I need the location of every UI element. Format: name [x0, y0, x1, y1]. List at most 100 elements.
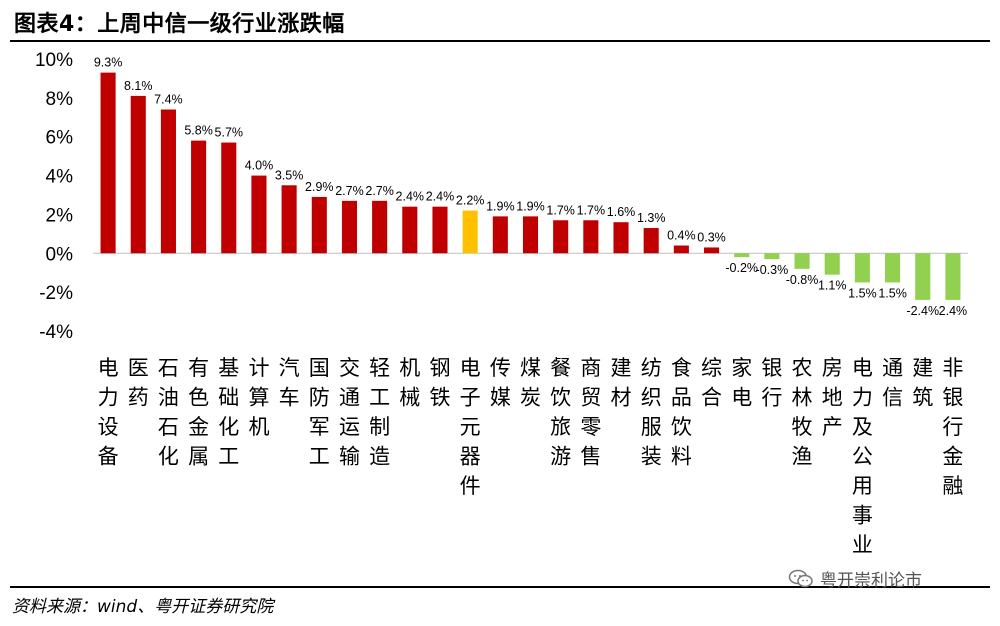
bar: [885, 253, 901, 283]
data-label: 2.4%: [939, 304, 968, 318]
data-label: 5.8%: [184, 124, 213, 138]
data-label: 0.4%: [667, 229, 696, 243]
x-tick-label: 建材: [611, 356, 632, 410]
bar: [191, 140, 207, 254]
bar: [613, 222, 629, 254]
x-tick-label: 商贸零售: [580, 356, 601, 469]
x-tick-label: 煤炭: [520, 356, 541, 410]
data-label: 9.3%: [94, 56, 123, 70]
bar: [734, 253, 750, 258]
bar: [824, 253, 840, 275]
x-tick-label: 农林牧渔: [792, 356, 813, 469]
wechat-icon: [788, 569, 813, 587]
x-tick-label: 交通运输: [339, 356, 360, 469]
x-tick-label: 家电: [731, 356, 752, 410]
x-tick-label: 国防军工: [309, 356, 330, 469]
bar: [402, 206, 418, 254]
x-tick-label: 房地产: [822, 356, 843, 439]
data-label: -2.4%: [906, 304, 939, 318]
data-label: 5.7%: [215, 126, 244, 140]
bar: [311, 196, 327, 254]
data-label: 2.7%: [335, 184, 364, 198]
x-tick-label: 机械: [399, 356, 420, 410]
page-title: 图表4：上周中信一级行业涨跌幅: [14, 12, 345, 37]
data-label: 0.3%: [697, 230, 726, 244]
data-label: 1.5%: [848, 286, 877, 300]
y-tick-label: 8%: [46, 89, 74, 110]
data-label: 1.9%: [486, 199, 515, 213]
x-tick-label: 轻工制造: [369, 356, 390, 469]
data-label: 4.0%: [245, 159, 274, 173]
data-label: -0.8%: [786, 273, 819, 287]
data-label: 2.4%: [426, 190, 455, 204]
bar: [522, 216, 539, 254]
y-tick-label: 4%: [46, 167, 74, 188]
x-tick-label: 传媒: [490, 356, 511, 410]
data-label: 2.7%: [365, 184, 394, 198]
x-tick-label: 基础化工: [218, 356, 239, 469]
data-label: 3.5%: [275, 168, 304, 182]
bar: [764, 253, 780, 260]
data-label: 1.9%: [516, 199, 545, 213]
bar: [251, 175, 267, 254]
watermark-text: 粤开崇利论市: [820, 571, 922, 591]
y-tick-label: -2%: [39, 283, 73, 304]
y-tick-label: -4%: [39, 322, 73, 343]
bar: [794, 253, 810, 269]
bar: [945, 253, 961, 300]
x-tick-label: 纺织服装: [641, 356, 662, 469]
x-tick-label: 计算机: [248, 356, 269, 439]
data-label: 7.4%: [154, 93, 183, 107]
data-label: 1.6%: [607, 205, 636, 219]
bar: [100, 72, 116, 254]
bar: [703, 247, 720, 254]
x-tick-label: 银行: [761, 356, 782, 410]
data-label: -0.2%: [725, 261, 758, 275]
bars-group: [100, 72, 961, 300]
data-label: 1.5%: [878, 286, 907, 300]
x-tick-label: 电力设备: [98, 356, 119, 469]
x-tick-label: 电力及公用事业: [852, 356, 873, 557]
x-tick-label: 建筑: [912, 356, 933, 410]
data-label: 1.7%: [577, 203, 606, 217]
x-tick-label: 钢铁: [429, 356, 450, 410]
x-tick-label: 综合: [701, 356, 722, 410]
x-tick-label: 汽车: [279, 356, 300, 410]
y-axis: -4% -2% 0% 2% 4% 6% 8% 10%: [35, 50, 968, 343]
bar: [372, 200, 388, 254]
footer-divider: [10, 586, 990, 588]
watermark: 粤开崇利论市: [788, 566, 922, 591]
bar: [583, 220, 599, 254]
y-tick-label: 6%: [46, 128, 74, 149]
bar: [160, 109, 176, 254]
bar: [462, 210, 478, 254]
x-tick-label: 非银行金融: [942, 356, 963, 498]
title-divider: [10, 40, 990, 42]
bar: [643, 228, 659, 254]
bar-chart: -4% -2% 0% 2% 4% 6% 8% 10% 9.3%8.1%7.4% 5.8% 5.7%…: [35, 50, 968, 557]
x-tick-label: 电子元器件: [460, 356, 481, 498]
data-label: 2.2%: [456, 194, 485, 208]
x-tick-label: 石油石化: [158, 356, 179, 469]
x-tick-label: 食品饮料: [671, 356, 692, 469]
bar: [553, 220, 569, 254]
x-tick-label: 通信: [882, 356, 903, 410]
bar: [673, 245, 689, 254]
bar: [281, 185, 297, 254]
data-labels-group: 9.3%8.1%7.4%5.8% 5.7%4.0%3.5%2.9% 2.7% 2.7%…: [94, 56, 967, 318]
data-label: 2.4%: [396, 190, 425, 204]
data-label: 1.7%: [546, 203, 575, 217]
data-label: 1.1%: [818, 279, 847, 293]
x-tick-label: 医药: [128, 356, 149, 410]
bar: [341, 200, 358, 254]
bar: [432, 206, 448, 254]
bar: [221, 142, 237, 254]
data-label: 8.1%: [124, 79, 153, 93]
bar: [130, 95, 146, 254]
data-label: 1.3%: [637, 211, 666, 225]
y-tick-label: 10%: [35, 50, 73, 71]
x-tick-label: 餐饮旅游: [550, 356, 571, 469]
y-tick-label: 0%: [46, 244, 74, 265]
bar: [854, 253, 870, 283]
data-label: 2.9%: [305, 180, 334, 194]
